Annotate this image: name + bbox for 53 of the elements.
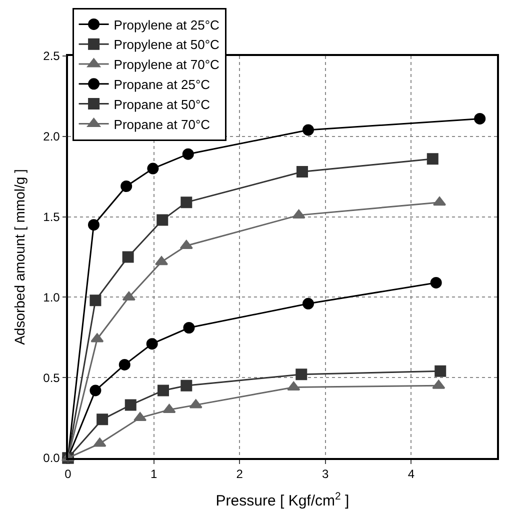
point	[90, 333, 104, 342]
y-tick-label: 0.0	[43, 451, 60, 466]
legend-label: Propylene at 50°C	[114, 37, 220, 52]
point	[90, 384, 102, 396]
y-tick-label: 2.0	[43, 130, 60, 144]
point	[426, 153, 438, 165]
y-tick-label: 1.5	[43, 210, 60, 224]
legend-label: Propylene at 25°C	[114, 17, 220, 32]
point	[147, 162, 159, 174]
point	[180, 240, 193, 249]
point	[296, 166, 308, 178]
point	[93, 438, 106, 447]
point	[296, 368, 308, 380]
point	[302, 124, 314, 136]
point	[156, 214, 168, 226]
point	[474, 112, 486, 124]
point	[180, 380, 192, 392]
point	[434, 365, 446, 377]
point	[124, 399, 136, 411]
y-tick-label: 2.5	[43, 49, 60, 64]
legend-label: Propane at 70°C	[114, 116, 210, 132]
point	[430, 276, 442, 288]
point	[432, 380, 446, 389]
x-tick-label: 1	[150, 467, 158, 482]
point	[162, 404, 176, 414]
x-tick-label: 4	[408, 467, 415, 482]
point	[183, 322, 195, 334]
point	[292, 209, 306, 218]
x-axis-title: Pressure [ Kgf/cm$^{2}$ ]	[216, 490, 350, 510]
x-tick-label: 0	[64, 467, 72, 482]
point	[122, 251, 134, 263]
legend-label: Propane at 50°C	[114, 96, 210, 112]
point	[146, 338, 158, 350]
legend-label: Propylene at 70°C	[114, 57, 220, 72]
point	[157, 384, 169, 396]
point	[134, 412, 147, 422]
y-tick-label: 0.5	[43, 370, 60, 385]
point	[96, 414, 108, 426]
y-axis-title: Adsorbed amount [ mmol/g ]	[11, 169, 28, 345]
point	[122, 291, 136, 300]
point	[118, 358, 130, 370]
y-tick-label: 1.0	[43, 290, 60, 304]
point	[155, 256, 168, 266]
point	[120, 180, 132, 192]
x-tick-label: 2	[236, 467, 244, 482]
legend-label: Propane at 25°C	[114, 76, 210, 92]
point	[302, 298, 314, 310]
point	[189, 399, 202, 408]
point	[90, 294, 102, 306]
x-tick-label: 3	[322, 467, 330, 482]
point	[88, 219, 100, 231]
point	[180, 196, 192, 208]
point	[182, 148, 194, 160]
